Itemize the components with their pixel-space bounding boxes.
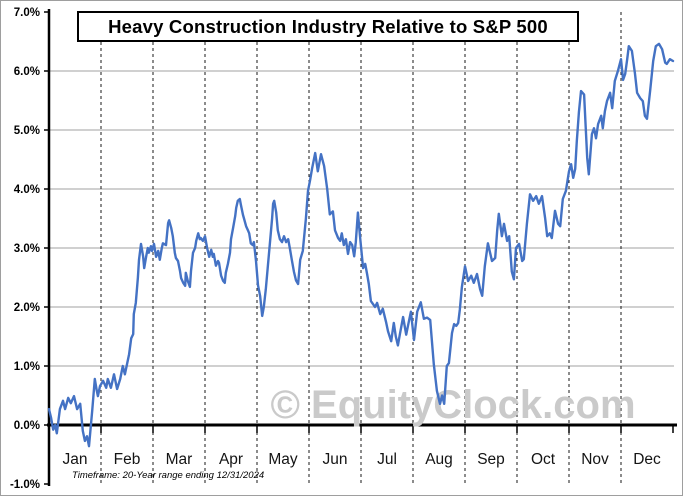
y-tick-label: -1.0% (10, 479, 40, 491)
axis-label-layer: 7.0% 6.0% 5.0% 4.0% 3.0% 2.0% 1.0% 0.0% -1.0% Jan… (10, 7, 661, 491)
x-tick-label: Apr (219, 451, 243, 468)
timeframe-note: Timeframe: 20-Year range ending 12/31/20… (72, 470, 265, 481)
x-tick-label: Aug (425, 451, 453, 468)
y-tick-label: 3.0% (14, 243, 40, 255)
x-tick-label: Dec (633, 451, 661, 468)
y-tick-label: 6.0% (14, 66, 40, 78)
grid-layer (44, 9, 677, 486)
y-tick-label: 2.0% (14, 302, 40, 314)
y-tick-label: 7.0% (14, 7, 40, 19)
x-tick-label: Jan (63, 451, 88, 468)
x-tick-label: Oct (531, 451, 556, 468)
y-tick-label: 0.0% (14, 420, 40, 432)
x-tick-label: Nov (581, 451, 609, 468)
x-tick-label: May (268, 451, 298, 468)
watermark: © EquityClock.com (270, 383, 635, 427)
x-tick-label: Jun (323, 451, 348, 468)
y-tick-label: 4.0% (14, 184, 40, 196)
series-line (47, 42, 675, 448)
y-tick-label: 1.0% (14, 361, 40, 373)
x-tick-label: Mar (166, 451, 193, 468)
x-tick-label: Jul (377, 451, 397, 468)
plot-layer (47, 42, 675, 448)
x-tick-label: Feb (114, 451, 141, 468)
chart-title: Heavy Construction Industry Relative to … (108, 15, 548, 37)
x-tick-label: Sep (477, 451, 505, 468)
chart-title-box: Heavy Construction Industry Relative to … (77, 11, 579, 42)
y-tick-label: 5.0% (14, 125, 40, 137)
